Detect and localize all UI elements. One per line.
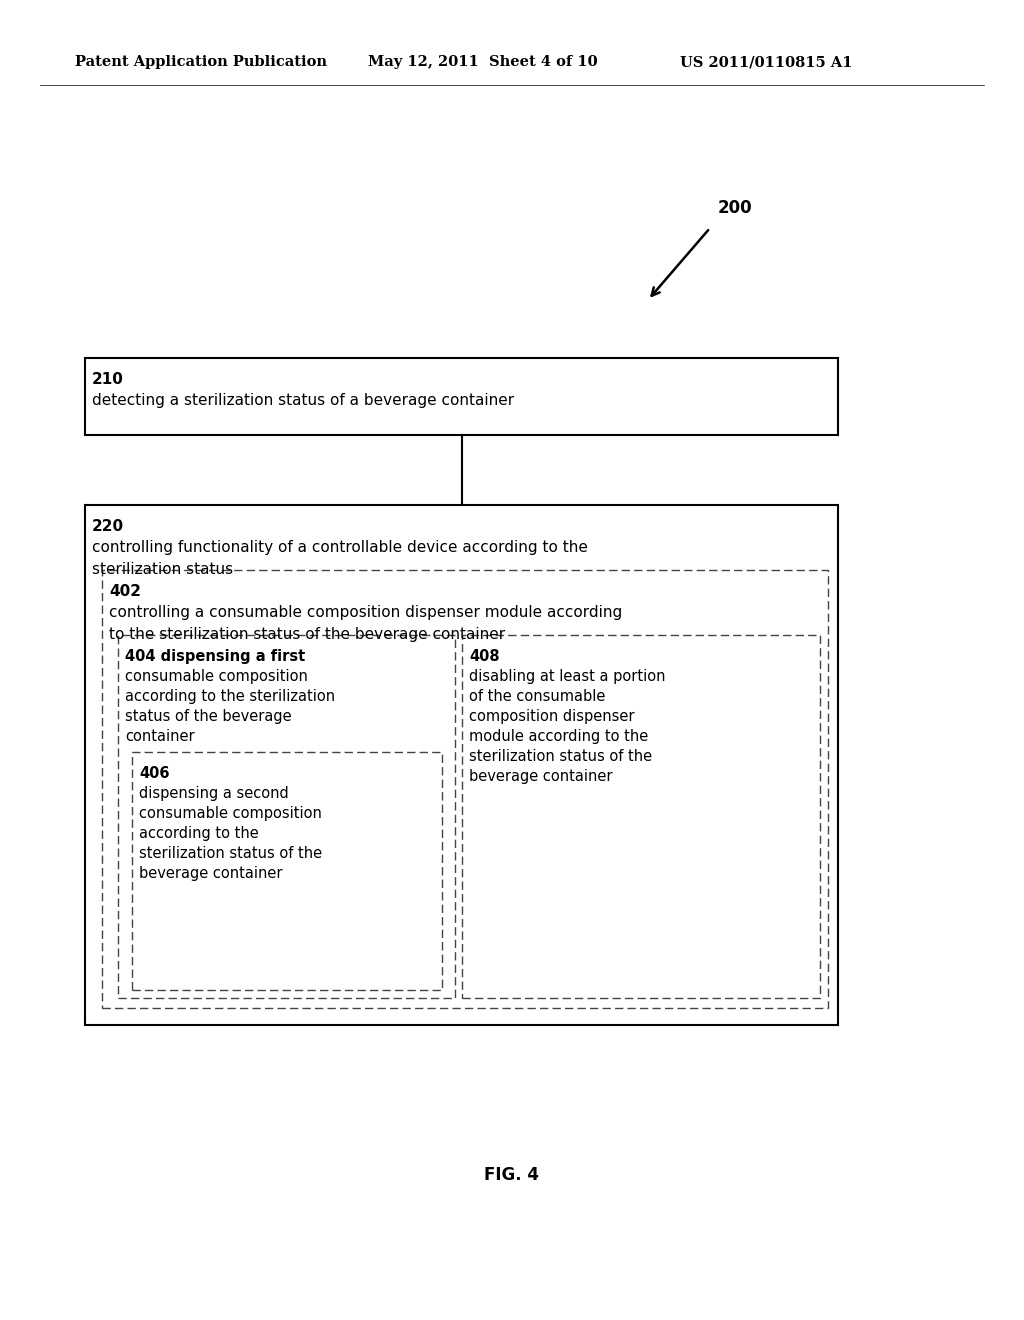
Text: beverage container: beverage container: [469, 770, 612, 784]
Bar: [118, 635, 455, 998]
Text: to the sterilization status of the beverage container: to the sterilization status of the bever…: [109, 627, 505, 642]
Text: 404 dispensing a first: 404 dispensing a first: [125, 649, 305, 664]
Bar: [102, 570, 828, 1008]
Text: module according to the: module according to the: [469, 729, 648, 744]
Text: 200: 200: [718, 199, 753, 216]
Text: FIG. 4: FIG. 4: [484, 1166, 540, 1184]
Text: according to the sterilization: according to the sterilization: [125, 689, 335, 704]
Text: dispensing a second: dispensing a second: [139, 785, 289, 801]
Text: composition dispenser: composition dispenser: [469, 709, 635, 723]
Text: disabling at least a portion: disabling at least a portion: [469, 669, 666, 684]
Bar: [85, 358, 838, 436]
Text: according to the: according to the: [139, 826, 259, 841]
Text: 220: 220: [92, 519, 124, 535]
Text: beverage container: beverage container: [139, 866, 283, 880]
Text: US 2011/0110815 A1: US 2011/0110815 A1: [680, 55, 853, 69]
Bar: [85, 506, 838, 1026]
Text: consumable composition: consumable composition: [139, 807, 322, 821]
Text: container: container: [125, 729, 195, 744]
Text: detecting a sterilization status of a beverage container: detecting a sterilization status of a be…: [92, 393, 514, 408]
Bar: [132, 752, 442, 990]
Text: May 12, 2011  Sheet 4 of 10: May 12, 2011 Sheet 4 of 10: [368, 55, 598, 69]
Text: sterilization status: sterilization status: [92, 562, 233, 577]
Text: controlling a consumable composition dispenser module according: controlling a consumable composition dis…: [109, 605, 623, 620]
Text: Patent Application Publication: Patent Application Publication: [75, 55, 327, 69]
Text: consumable composition: consumable composition: [125, 669, 308, 684]
Text: status of the beverage: status of the beverage: [125, 709, 292, 723]
Text: 408: 408: [469, 649, 500, 664]
Text: sterilization status of the: sterilization status of the: [139, 846, 323, 861]
Text: 210: 210: [92, 372, 124, 387]
Text: 402: 402: [109, 583, 141, 599]
Text: sterilization status of the: sterilization status of the: [469, 748, 652, 764]
Bar: [462, 635, 820, 998]
Text: of the consumable: of the consumable: [469, 689, 605, 704]
Text: controlling functionality of a controllable device according to the: controlling functionality of a controlla…: [92, 540, 588, 554]
Text: 406: 406: [139, 766, 170, 781]
